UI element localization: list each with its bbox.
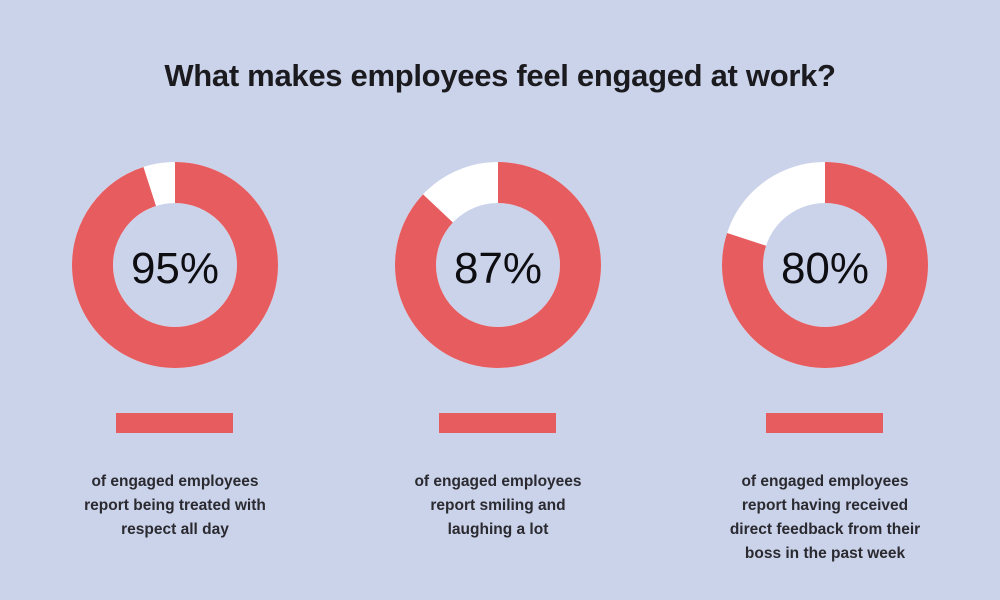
donut-svg-2: 87% <box>395 162 601 368</box>
accent-bar-1 <box>116 413 233 433</box>
donut-percent-label-3: 80% <box>781 244 869 293</box>
donut-svg-3: 80% <box>722 162 928 368</box>
chart-title: What makes employees feel engaged at wor… <box>164 58 836 93</box>
donut-value-slice <box>722 162 928 368</box>
stat-column-1: 95% of engaged employees report being tr… <box>45 0 305 600</box>
accent-bar-2 <box>439 413 556 433</box>
donut-value-slice <box>72 162 278 368</box>
stat-column-3: 80% of engaged employees report having r… <box>695 0 955 600</box>
accent-bar-3 <box>766 413 883 433</box>
description-line: report being treated with <box>84 497 266 514</box>
stat-description-1: of engaged employees report being treate… <box>45 470 305 542</box>
stat-column-2: 87% of engaged employees report smiling … <box>368 0 628 600</box>
description-line: boss in the past week <box>744 545 906 562</box>
donut-chart-2: 87% <box>368 150 628 370</box>
description-line: report having received <box>741 497 909 514</box>
description-line: laughing a lot <box>447 521 549 538</box>
description-line: of engaged employees <box>741 473 909 490</box>
stat-description-2: of engaged employees report smiling and … <box>368 470 628 542</box>
description-line: of engaged employees <box>414 473 582 490</box>
description-line: report smiling and <box>430 497 566 514</box>
description-line: of engaged employees <box>91 473 259 490</box>
donut-svg-1: 95% <box>72 162 278 368</box>
donut-chart-3: 80% <box>695 150 955 370</box>
donut-percent-label-2: 87% <box>454 244 542 293</box>
description-line: direct feedback from their <box>729 521 921 538</box>
description-line: respect all day <box>121 521 229 538</box>
donut-percent-label-1: 95% <box>131 244 219 293</box>
donut-value-slice <box>395 162 601 368</box>
stat-description-3: of engaged employees report having recei… <box>695 470 955 566</box>
donut-chart-1: 95% <box>45 150 305 370</box>
